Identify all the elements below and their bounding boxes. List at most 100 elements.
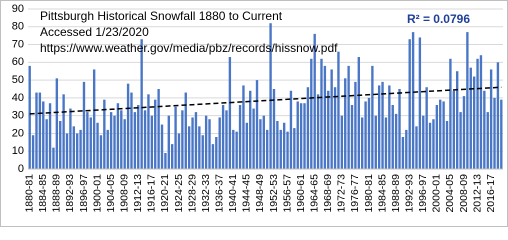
x-tick-label: 1932-33 bbox=[200, 174, 212, 213]
bar bbox=[235, 131, 238, 169]
bar bbox=[377, 85, 381, 169]
bar bbox=[92, 69, 96, 169]
bar bbox=[55, 78, 59, 169]
bar bbox=[289, 90, 293, 169]
x-tick-label: 1892-93 bbox=[64, 174, 76, 213]
bar bbox=[208, 119, 211, 169]
bar bbox=[469, 67, 472, 169]
bar bbox=[184, 92, 187, 169]
bar bbox=[442, 101, 445, 169]
x-tick-label: 2008-09 bbox=[458, 174, 470, 213]
bar bbox=[28, 65, 31, 169]
bar bbox=[435, 105, 439, 169]
x-tick-label: 1944-45 bbox=[241, 174, 253, 213]
bar bbox=[204, 115, 208, 169]
bar bbox=[123, 119, 126, 169]
bar bbox=[174, 106, 177, 169]
x-tick-label: 2012-13 bbox=[471, 174, 483, 213]
x-tick-label: 1896-97 bbox=[78, 174, 90, 213]
bar bbox=[296, 101, 299, 169]
bar bbox=[45, 119, 48, 169]
bar bbox=[76, 133, 79, 169]
bar bbox=[456, 71, 459, 169]
x-tick-label: 1936-37 bbox=[213, 174, 225, 213]
bar bbox=[357, 57, 360, 169]
bar bbox=[286, 131, 289, 169]
bar bbox=[496, 62, 500, 170]
bar bbox=[276, 121, 279, 169]
x-tick-label: 1880-81 bbox=[23, 174, 35, 213]
x-tick-label: 1916-17 bbox=[146, 174, 158, 213]
bar bbox=[344, 78, 347, 169]
bar bbox=[137, 105, 140, 169]
bar bbox=[42, 101, 45, 169]
x-tick-label: 1968-69 bbox=[322, 174, 334, 213]
y-tick-label: 20 bbox=[12, 127, 24, 139]
bar bbox=[313, 33, 316, 170]
bar bbox=[133, 112, 137, 169]
bar bbox=[140, 39, 143, 169]
bar bbox=[238, 105, 242, 169]
bar bbox=[147, 94, 150, 169]
bar bbox=[52, 147, 55, 169]
x-tick-label: 1908-09 bbox=[118, 174, 130, 213]
bar bbox=[211, 144, 215, 169]
x-tick-label: 1992-93 bbox=[403, 174, 415, 213]
bar bbox=[422, 115, 425, 169]
bar bbox=[476, 58, 479, 169]
bar bbox=[279, 129, 282, 169]
bar bbox=[381, 81, 384, 169]
x-tick-label: 1952-53 bbox=[268, 174, 280, 213]
bar bbox=[371, 65, 374, 169]
x-tick-label: 1924-25 bbox=[173, 174, 185, 213]
bar bbox=[391, 105, 394, 169]
bar bbox=[411, 32, 415, 169]
bar bbox=[215, 137, 218, 169]
bar bbox=[472, 76, 476, 169]
bar bbox=[228, 57, 232, 169]
bar bbox=[245, 122, 249, 169]
x-tick-label: 1912-13 bbox=[132, 174, 144, 213]
bar bbox=[500, 99, 503, 169]
bar bbox=[59, 121, 62, 169]
bar bbox=[201, 135, 204, 169]
bar bbox=[109, 112, 113, 169]
bar bbox=[293, 128, 296, 169]
bar bbox=[160, 124, 164, 169]
x-tick-label: 1996-97 bbox=[417, 174, 429, 213]
bar bbox=[103, 99, 106, 169]
bar bbox=[106, 129, 109, 169]
x-tick-label: 1980-81 bbox=[363, 174, 375, 213]
bar bbox=[48, 103, 52, 169]
x-tick-label: 1888-89 bbox=[51, 174, 63, 213]
bar bbox=[483, 90, 486, 169]
bar bbox=[364, 101, 367, 169]
r-squared: R² = 0.0796 bbox=[407, 12, 470, 26]
bar bbox=[194, 112, 198, 169]
bar bbox=[282, 122, 286, 169]
bar bbox=[439, 99, 442, 169]
bar bbox=[320, 58, 323, 169]
bar bbox=[486, 112, 489, 169]
x-tick-label: 1928-29 bbox=[186, 174, 198, 213]
bar bbox=[259, 119, 262, 169]
bar bbox=[116, 103, 120, 169]
x-tick-label: 1964-65 bbox=[308, 174, 320, 213]
bar bbox=[361, 117, 364, 169]
bar bbox=[187, 126, 191, 169]
bar bbox=[65, 133, 69, 169]
y-tick-label: 0 bbox=[18, 163, 24, 175]
bar bbox=[459, 112, 462, 169]
bar bbox=[225, 110, 228, 169]
bar bbox=[232, 129, 235, 169]
x-tick-label: 1920-21 bbox=[159, 174, 171, 213]
bar bbox=[418, 37, 422, 169]
bar bbox=[340, 115, 344, 169]
y-tick-label: 50 bbox=[12, 74, 24, 86]
bar bbox=[62, 94, 65, 169]
bar bbox=[269, 23, 272, 169]
x-tick-label: 2000-01 bbox=[431, 174, 443, 213]
bar bbox=[191, 117, 194, 169]
x-tick-label: 1976-77 bbox=[349, 174, 361, 213]
bar bbox=[272, 89, 276, 169]
